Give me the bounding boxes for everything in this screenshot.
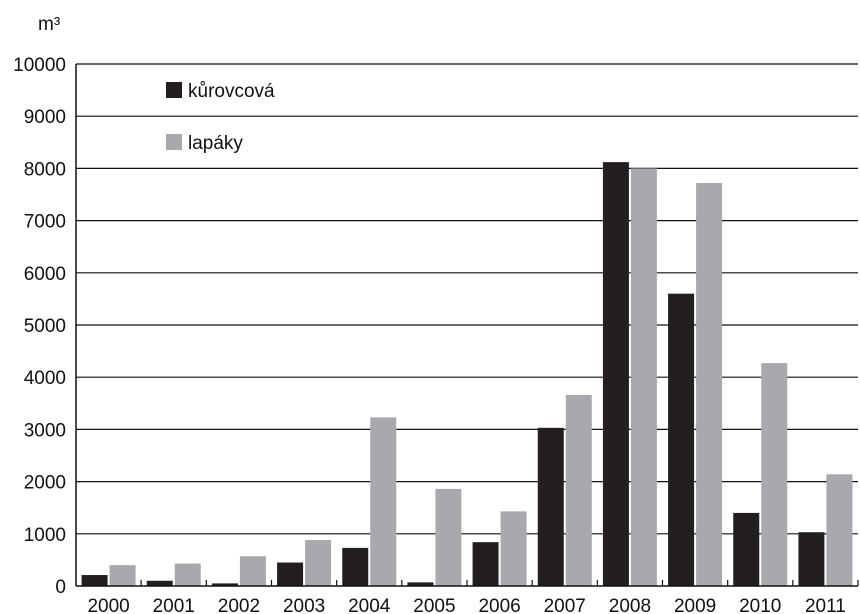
bar-lapaky-2008	[630, 168, 657, 586]
legend-label: kůrovcová	[188, 81, 275, 102]
legend: kůrovcová lapáky	[166, 81, 275, 154]
x-tick-label: 2007	[544, 596, 586, 614]
bar-lapaky-2010	[761, 363, 788, 586]
bar-kurovcova-2011	[798, 532, 825, 586]
y-tick-label: 3000	[24, 420, 66, 441]
bar-kurovcova-2002	[211, 583, 238, 586]
y-tick-label: 5000	[24, 316, 66, 337]
bar-kurovcova-2008	[602, 162, 629, 587]
y-axis-unit: m³	[38, 14, 60, 35]
bar-lapaky-2004	[370, 417, 397, 586]
y-tick-label: 7000	[24, 212, 66, 233]
y-tick-label: 8000	[24, 159, 66, 180]
x-tick-label: 2005	[413, 596, 455, 614]
bar-lapaky-2006	[500, 511, 527, 586]
gridlines	[76, 63, 858, 535]
x-tick-label: 2009	[674, 596, 716, 614]
bar-lapaky-2007	[565, 394, 592, 586]
bar-kurovcova-2006	[472, 542, 499, 586]
bar-lapaky-2003	[305, 540, 332, 586]
y-tick-labels: 0 1000 2000 3000 4000 5000 6000 7000 8000 9000 100…	[13, 55, 66, 598]
y-tick-label: 2000	[24, 473, 66, 494]
bar-kurovcova-2007	[537, 427, 564, 586]
bar-kurovcova-2000	[81, 575, 108, 586]
bar-kurovcova-2005	[407, 582, 434, 586]
bar-lapaky-2011	[826, 474, 853, 586]
y-tick-label: 1000	[24, 525, 66, 546]
x-tick-label: 2006	[478, 596, 520, 614]
bar-kurovcova-2003	[277, 562, 304, 586]
legend-swatch	[166, 134, 182, 150]
bars	[81, 162, 853, 587]
x-tick-label: 2004	[348, 596, 391, 614]
x-tick-label: 2002	[218, 596, 260, 614]
bar-kurovcova-2010	[733, 512, 760, 586]
y-tick-label: 0	[55, 577, 66, 598]
y-tick-label: 6000	[24, 264, 66, 285]
x-tick-label: 2010	[739, 596, 781, 614]
legend-swatch	[166, 82, 182, 98]
bar-lapaky-2009	[696, 183, 723, 587]
bar-lapaky-2005	[435, 488, 462, 586]
y-tick-label: 9000	[24, 107, 66, 128]
bar-kurovcova-2009	[668, 293, 695, 586]
bar-lapaky-2000	[109, 565, 136, 586]
x-tick-label: 2011	[805, 596, 846, 614]
x-tick-label: 2000	[87, 596, 129, 614]
y-tick-label: 4000	[24, 368, 66, 389]
bar-kurovcova-2001	[146, 580, 173, 586]
bar-kurovcova-2004	[342, 547, 369, 586]
x-tick-label: 2008	[609, 596, 651, 614]
x-tick-label: 2003	[283, 596, 325, 614]
legend-label: lapáky	[188, 133, 243, 154]
bar-lapaky-2002	[239, 556, 266, 586]
y-tick-label: 10000	[13, 55, 66, 76]
bar-lapaky-2001	[174, 563, 201, 586]
x-tick-labels: 2000 2001 2002 2003 2004 2005 2006 2007 2008 2009…	[87, 580, 859, 614]
x-tick-label: 2001	[153, 596, 195, 614]
